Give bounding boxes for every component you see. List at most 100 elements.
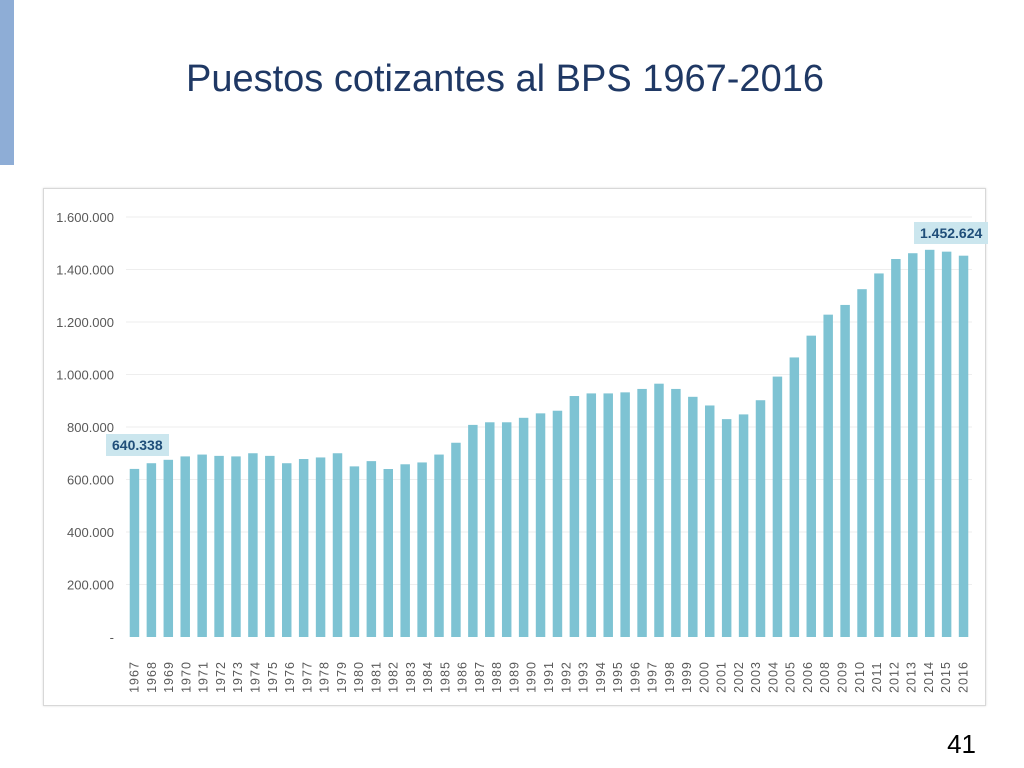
- bar: [315, 457, 326, 637]
- bar: [451, 442, 461, 637]
- x-tick-label: 1971: [197, 661, 211, 693]
- bar: [721, 419, 732, 637]
- annotation-last-value: 1.452.624: [914, 222, 989, 244]
- bar: [197, 454, 207, 637]
- x-tick-label: 1973: [231, 661, 245, 693]
- bar: [163, 459, 174, 637]
- y-tick-label: 1.400.000: [56, 263, 114, 278]
- bar: [789, 357, 800, 637]
- x-tick-label: 2012: [887, 661, 901, 693]
- x-tick-label: 1987: [473, 661, 487, 693]
- bar: [434, 454, 444, 637]
- y-tick-label: 1.600.000: [56, 210, 114, 225]
- x-tick-label: 1988: [490, 661, 504, 693]
- bar: [908, 253, 918, 637]
- bar: [654, 383, 664, 637]
- bar: [840, 304, 850, 637]
- bar: [738, 414, 749, 637]
- bar: [671, 388, 681, 637]
- x-tick-label: 2004: [766, 661, 780, 693]
- x-tick-label: 1978: [318, 661, 332, 693]
- bar: [755, 400, 766, 637]
- bar: [620, 392, 630, 637]
- bar: [383, 469, 393, 637]
- x-tick-label: 2001: [715, 661, 729, 693]
- bar-chart: - 200.000 400.000 600.000 800.000 1.000.000 1.…: [56, 210, 972, 693]
- x-tick-label: 1970: [179, 661, 193, 693]
- x-tick-label: 2013: [905, 661, 919, 693]
- bar: [603, 393, 613, 637]
- x-tick-label: 1990: [525, 661, 539, 693]
- bar: [417, 462, 427, 637]
- x-tick-label: 1993: [577, 661, 591, 693]
- y-tick-label: -: [110, 630, 114, 645]
- bar: [400, 464, 410, 637]
- x-tick-label: 1981: [369, 661, 383, 693]
- x-tick-label: 1997: [646, 661, 660, 693]
- bar: [298, 459, 309, 637]
- bar: [688, 396, 698, 637]
- y-tick-label: 1.000.000: [56, 368, 114, 383]
- y-tick-label: 600.000: [67, 473, 114, 488]
- bar: [891, 259, 901, 637]
- bar: [823, 314, 833, 637]
- x-tick-label: 1998: [663, 661, 677, 693]
- x-tick-label: 1982: [387, 661, 401, 693]
- bar: [941, 251, 952, 637]
- x-tick-label: 2000: [697, 661, 711, 693]
- x-tick-label: 2015: [939, 661, 953, 693]
- accent-bar: [0, 0, 14, 165]
- bar: [552, 410, 563, 637]
- bar: [569, 396, 580, 637]
- bar: [214, 455, 224, 637]
- x-tick-label: 1974: [248, 661, 262, 693]
- y-tick-label: 1.200.000: [56, 315, 114, 330]
- bar: [332, 453, 343, 637]
- x-tick-label: 1991: [542, 661, 556, 693]
- x-tick-label: 1989: [507, 661, 521, 693]
- x-tick-label: 1985: [438, 661, 452, 693]
- x-tick-label: 1996: [628, 661, 642, 693]
- bar: [806, 335, 816, 637]
- bar: [586, 393, 597, 637]
- x-tick-label: 1994: [594, 661, 608, 693]
- y-tick-label: 200.000: [67, 578, 114, 593]
- x-tick-label: 2011: [870, 662, 884, 693]
- bar: [518, 417, 529, 637]
- bar: [958, 255, 969, 637]
- bar: [857, 289, 867, 637]
- x-tick-label: 1980: [352, 661, 366, 693]
- y-tick-label: 800.000: [67, 420, 114, 435]
- x-tick-label: 1967: [128, 661, 142, 693]
- x-tick-label: 1986: [456, 661, 470, 693]
- bar: [265, 455, 275, 637]
- bar: [366, 461, 377, 637]
- x-tick-label: 1969: [162, 661, 176, 693]
- x-tick-label: 1972: [214, 661, 228, 693]
- x-tick-label: 2006: [801, 661, 815, 693]
- slide-title: Puestos cotizantes al BPS 1967-2016: [186, 58, 824, 100]
- x-tick-label: 2009: [836, 661, 850, 693]
- bar: [349, 466, 360, 637]
- x-tick-label: 1992: [559, 661, 573, 693]
- bar: [248, 453, 258, 637]
- bar: [535, 413, 546, 637]
- bar: [129, 468, 140, 637]
- bar: [874, 273, 884, 637]
- bar: [924, 249, 935, 637]
- page-number: 41: [947, 729, 976, 759]
- x-tick-label: 2003: [749, 661, 763, 693]
- x-tick-label: 2005: [784, 661, 798, 693]
- bar: [485, 422, 495, 637]
- x-tick-label: 2014: [922, 661, 936, 693]
- bar: [705, 405, 715, 637]
- bar: [468, 424, 478, 637]
- x-tick-label: 1976: [283, 661, 297, 693]
- y-tick-label: 400.000: [67, 525, 114, 540]
- chart-frame: - 200.000 400.000 600.000 800.000 1.000.000 1.…: [43, 188, 989, 706]
- x-tick-label: 1995: [611, 661, 625, 693]
- annotation-first-value: 640.338: [106, 434, 169, 456]
- bar: [282, 463, 292, 637]
- x-tick-label: 1977: [300, 661, 314, 693]
- bar: [637, 388, 647, 637]
